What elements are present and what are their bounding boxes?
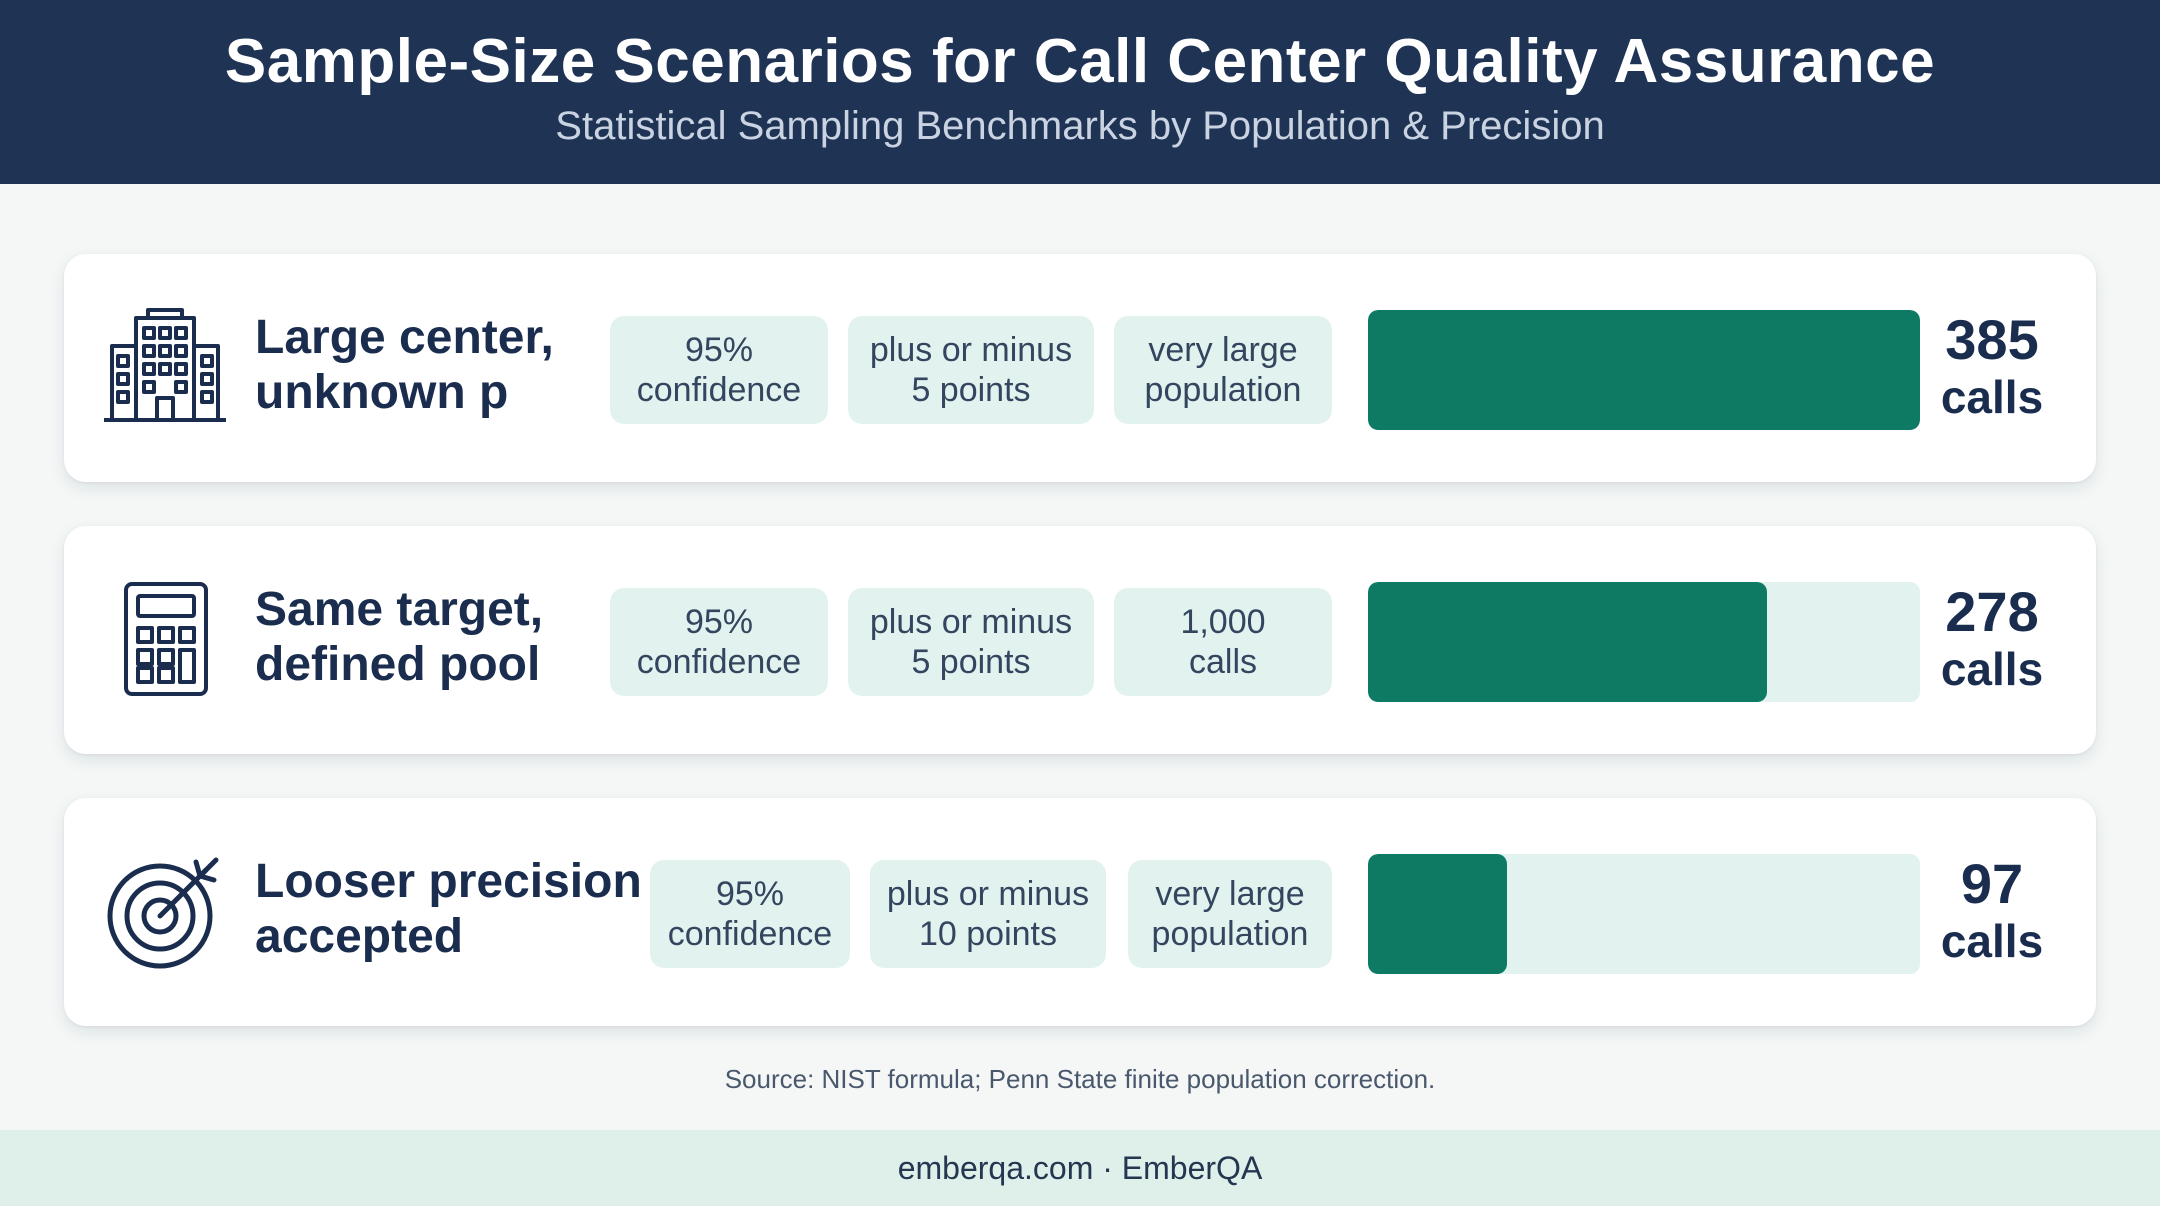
- target-icon: [100, 852, 230, 972]
- sample-size-unit: calls: [1940, 915, 2044, 967]
- scenario-card-looser-precision: Looser precision accepted 95% confidence…: [64, 798, 2096, 1026]
- sample-size-number: 97: [1960, 852, 2024, 915]
- sample-size-value: 97 calls: [1922, 854, 2062, 968]
- margin-chip: plus or minus 10 points: [870, 860, 1106, 968]
- population-chip: very large population: [1128, 860, 1332, 968]
- sample-size-unit: calls: [1940, 371, 2044, 423]
- bar-track: [1368, 582, 1920, 702]
- confidence-chip: 95% confidence: [610, 316, 828, 424]
- calculator-icon: [100, 580, 230, 700]
- footer-branding: emberqa.com · EmberQA: [0, 1130, 2160, 1206]
- sample-size-value: 385 calls: [1922, 310, 2062, 424]
- sample-size-unit: calls: [1940, 643, 2044, 695]
- page-subtitle: Statistical Sampling Benchmarks by Popul…: [555, 104, 1605, 148]
- margin-chip: plus or minus 5 points: [848, 588, 1094, 696]
- source-note: Source: NIST formula; Penn State finite …: [724, 1064, 1436, 1094]
- sample-size-number: 385: [1945, 308, 2039, 371]
- header-banner: Sample-Size Scenarios for Call Center Qu…: [0, 0, 2160, 184]
- scenario-label: Large center, unknown p: [255, 311, 554, 419]
- bar-fill: [1368, 854, 1508, 974]
- population-chip: 1,000 calls: [1114, 588, 1332, 696]
- margin-chip: plus or minus 5 points: [848, 316, 1094, 424]
- bar-track: [1368, 310, 1920, 430]
- sample-size-value: 278 calls: [1922, 582, 2062, 696]
- bar-fill: [1368, 582, 1767, 702]
- building-icon: [100, 308, 230, 428]
- sample-size-number: 278: [1945, 580, 2039, 643]
- scenario-card-defined-pool: Same target, defined pool 95% confidence…: [64, 526, 2096, 754]
- page-title: Sample-Size Scenarios for Call Center Qu…: [224, 27, 1936, 96]
- bar-fill: [1368, 310, 1920, 430]
- population-chip: very large population: [1114, 316, 1332, 424]
- scenario-label: Looser precision accepted: [255, 855, 642, 963]
- scenario-card-large-center: Large center, unknown p 95% confidence p…: [64, 254, 2096, 482]
- bar-track: [1368, 854, 1920, 974]
- scenario-label: Same target, defined pool: [255, 583, 544, 691]
- confidence-chip: 95% confidence: [650, 860, 850, 968]
- confidence-chip: 95% confidence: [610, 588, 828, 696]
